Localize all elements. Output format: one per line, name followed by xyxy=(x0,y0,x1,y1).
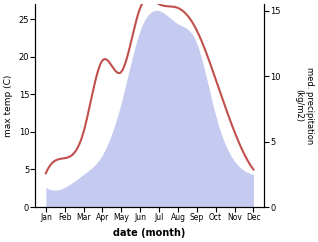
Y-axis label: max temp (C): max temp (C) xyxy=(4,74,13,137)
X-axis label: date (month): date (month) xyxy=(114,228,186,238)
Y-axis label: med. precipitation
(kg/m2): med. precipitation (kg/m2) xyxy=(294,67,314,144)
